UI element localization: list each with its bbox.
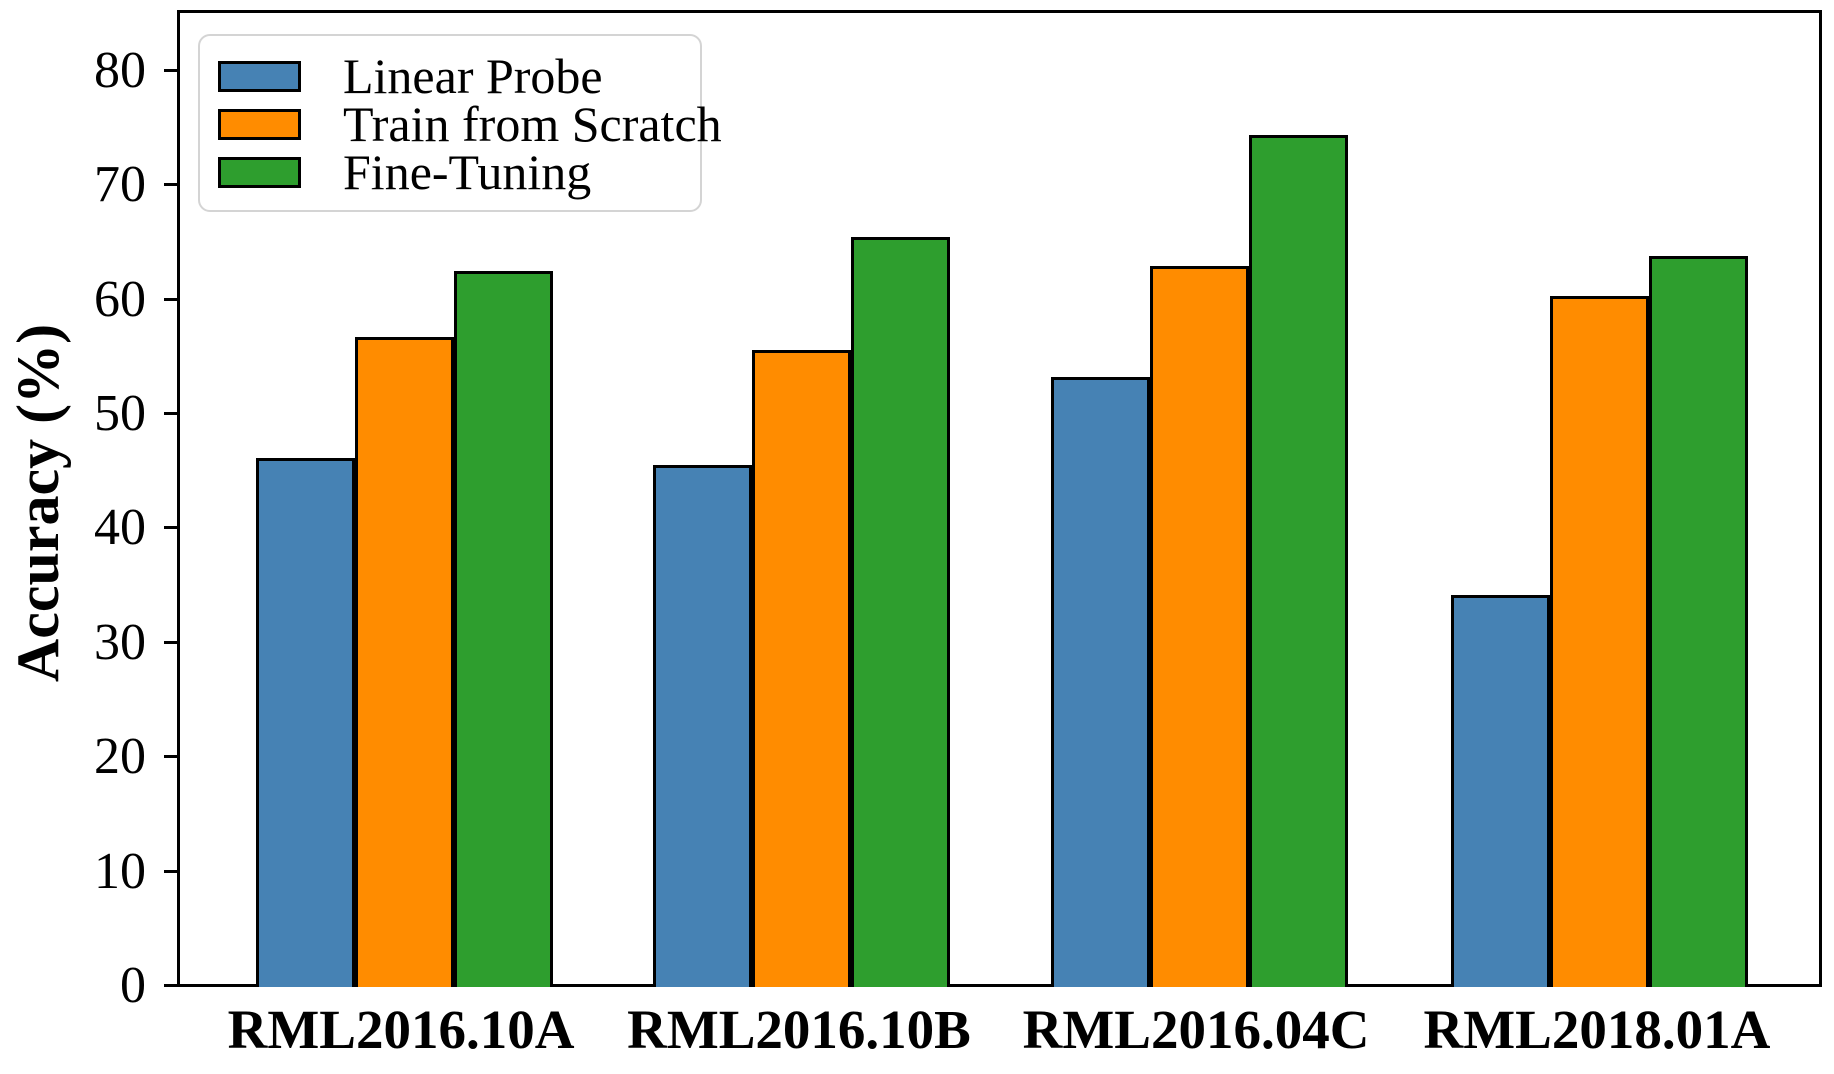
x-tick-label-rml2016-10b: RML2016.10B: [627, 999, 971, 1060]
bar-linear-probe-rml2016-04c: [1050, 377, 1150, 987]
bar-train-from-scratch-rml2016-04c: [1149, 266, 1249, 987]
y-tick-mark-10: [164, 869, 177, 873]
legend-item-fine-tuning: Fine-Tuning: [218, 144, 680, 200]
legend-label-fine-tuning: Fine-Tuning: [343, 144, 592, 200]
bar-train-from-scratch-rml2016-10b: [752, 349, 852, 987]
legend-swatch-icon-fine-tuning: [218, 156, 301, 188]
y-tick-label-0: 0: [120, 957, 146, 1014]
bar-fine-tuning-rml2016-10b: [851, 236, 951, 987]
y-tick-label-30: 30: [94, 613, 146, 671]
y-tick-mark-60: [164, 297, 177, 301]
legend: Linear Probe Train from Scratch Fine-Tunin…: [198, 34, 722, 212]
bar-train-from-scratch-rml2018-01a: [1550, 296, 1650, 987]
y-tick-mark-20: [164, 755, 177, 759]
legend-swatch-icon-linear-probe: [218, 60, 301, 92]
y-tick-label-20: 20: [94, 728, 146, 786]
y-tick-mark-30: [164, 640, 177, 644]
y-tick-mark-50: [164, 411, 177, 415]
y-tick-label-80: 80: [94, 41, 146, 99]
y-tick-label-60: 60: [94, 270, 146, 328]
x-tick-label-rml2016-04c: RML2016.04C: [1022, 999, 1370, 1060]
y-tick-mark-80: [164, 68, 177, 72]
y-tick-mark-0: [164, 984, 177, 987]
x-tick-label-rml2016-10a: RML2016.10A: [227, 999, 575, 1060]
bar-fine-tuning-rml2018-01a: [1649, 255, 1749, 987]
legend-label-linear-probe: Linear Probe: [343, 48, 603, 104]
plot-area: Linear Probe Train from Scratch Fine-Tunin…: [177, 10, 1822, 987]
bar-linear-probe-rml2016-10b: [653, 465, 753, 987]
bar-fine-tuning-rml2016-04c: [1248, 134, 1348, 987]
y-tick-label-50: 50: [94, 384, 146, 442]
y-tick-label-40: 40: [94, 499, 146, 557]
y-tick-mark-70: [164, 183, 177, 187]
legend-item-linear-probe: Linear Probe: [218, 48, 680, 104]
legend-label-train-from-scratch: Train from Scratch: [343, 96, 722, 152]
y-tick-mark-40: [164, 526, 177, 530]
bar-fine-tuning-rml2016-10a: [453, 270, 553, 987]
legend-item-train-from-scratch: Train from Scratch: [218, 99, 722, 149]
y-tick-label-10: 10: [94, 842, 146, 900]
bar-linear-probe-rml2018-01a: [1451, 594, 1551, 987]
bar-train-from-scratch-rml2016-10a: [354, 337, 454, 987]
y-tick-label-70: 70: [94, 156, 146, 214]
legend-swatch-icon-train-from-scratch: [218, 108, 301, 140]
x-tick-label-rml2018-01a: RML2018.01A: [1423, 999, 1771, 1060]
bar-linear-probe-rml2016-10a: [255, 458, 355, 987]
